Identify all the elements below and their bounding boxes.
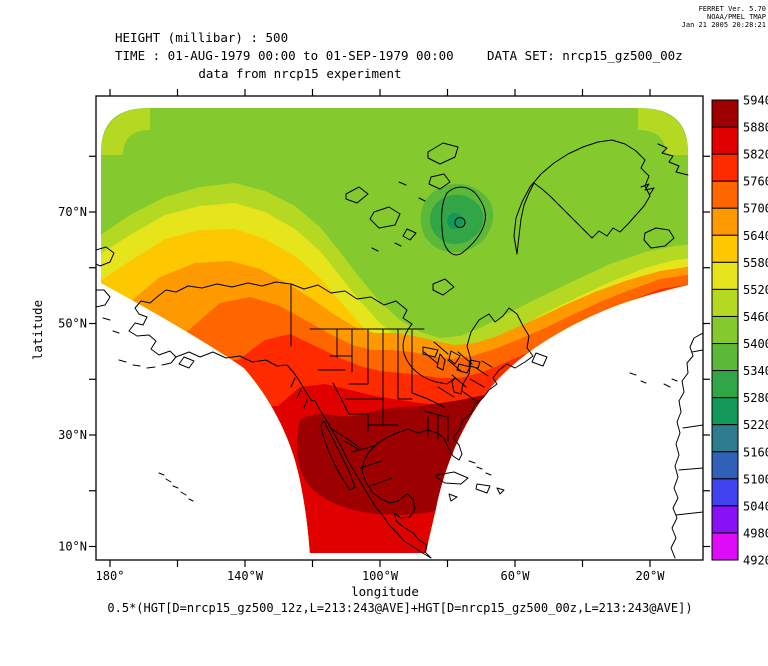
colorbar-level-label: 5280 xyxy=(743,391,768,405)
colorbar-level-label: 5580 xyxy=(743,256,768,270)
colorbar-cell xyxy=(711,478,739,507)
stamp-date: Jan 21 2005 20:28:21 xyxy=(682,21,766,29)
x-tick-label: 180° xyxy=(96,569,125,583)
colorbar-level-label: 4980 xyxy=(743,526,768,540)
colorbar-level-label: 5340 xyxy=(743,364,768,378)
colorbar-level-label: 5040 xyxy=(743,499,768,513)
ferret-stamp: FERRET Ver. 5.70 NOAA/PMEL TMAP Jan 21 2… xyxy=(682,5,766,29)
colorbar-cell xyxy=(711,397,739,426)
plot-subtitle: data from nrcp15 experiment xyxy=(198,66,401,81)
colorbar-cell xyxy=(711,343,739,372)
colorbar-cell xyxy=(711,180,739,209)
colorbar-level-label: 5760 xyxy=(743,175,768,189)
colorbar-level-label: 5880 xyxy=(743,121,768,135)
colorbar-cell xyxy=(711,288,739,317)
colorbar-level-label: 5940 xyxy=(743,94,768,108)
colorbar-level-label: 5400 xyxy=(743,337,768,351)
colorbar-level-label: 5700 xyxy=(743,202,768,216)
x-axis-label: longitude xyxy=(351,584,419,599)
y-axis-label: latitude xyxy=(30,300,45,360)
colorbar-level-label: 5100 xyxy=(743,472,768,486)
colorbar-cell xyxy=(711,234,739,263)
colorbar-cell xyxy=(711,126,739,155)
footer-formula: 0.5*(HGT[D=nrcp15_gz500_12z,L=213:243@AV… xyxy=(107,601,692,615)
state-borders-overlay xyxy=(309,328,493,487)
y-tick-label: 10°N xyxy=(58,540,87,554)
colorbar-cell xyxy=(711,315,739,345)
dataset-label: DATA SET: nrcp15_gz500_00z xyxy=(487,48,683,63)
colorbar: 5940 5880 5820 5760 5700 5640 5580 5520 5460 5400… xyxy=(711,94,768,568)
variable-title: HEIGHT (millibar) : 500 xyxy=(115,30,288,45)
y-tick-label: 50°N xyxy=(58,317,87,331)
colorbar-cell xyxy=(711,424,739,453)
colorbar-level-label: 5460 xyxy=(743,310,768,324)
axis-ticks xyxy=(89,89,710,567)
axes-frame xyxy=(95,95,704,561)
x-tick-label: 60°W xyxy=(501,569,531,583)
contour-band-corner-ne xyxy=(638,108,688,155)
colorbar-cell xyxy=(711,153,739,182)
y-tick-label: 70°N xyxy=(58,205,87,219)
colorbar-cell xyxy=(711,207,739,236)
contour-band-corner-nw xyxy=(101,108,150,155)
colorbar-level-label: 5160 xyxy=(743,445,768,459)
colorbar-level-label: 5220 xyxy=(743,418,768,432)
colorbar-cell xyxy=(711,451,739,480)
time-range-label: TIME : 01-AUG-1979 00:00 to 01-SEP-1979 … xyxy=(115,48,454,63)
coastline-map-overlay xyxy=(96,139,703,559)
x-tick-label: 100°W xyxy=(362,569,399,583)
colorbar-level-label: 5520 xyxy=(743,283,768,297)
stamp-version: FERRET Ver. 5.70 xyxy=(699,5,766,13)
x-tick-label: 140°W xyxy=(227,569,264,583)
colorbar-cell xyxy=(711,99,739,128)
colorbar-level-label: 5820 xyxy=(743,148,768,162)
contour-field xyxy=(101,108,688,553)
colorbar-cell xyxy=(711,505,739,534)
x-tick-label: 20°W xyxy=(636,569,666,583)
colorbar-cell xyxy=(711,532,739,561)
stamp-org: NOAA/PMEL TMAP xyxy=(707,13,766,21)
y-tick-label: 30°N xyxy=(58,428,87,442)
colorbar-cell xyxy=(711,370,739,399)
axis-tick-labels: 180° 140°W 100°W 60°W 20°W 70°N 50°N 30°N 10°N xyxy=(58,205,665,583)
colorbar-level-label: 5640 xyxy=(743,229,768,243)
colorbar-cell xyxy=(711,261,739,290)
